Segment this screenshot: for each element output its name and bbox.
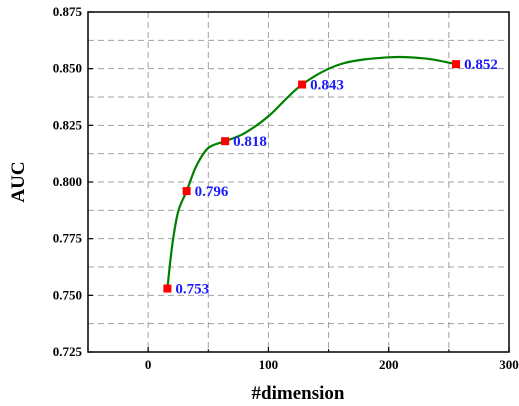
data-point-marker xyxy=(452,60,461,69)
axis-ticks: 0 100 200 300 0.725 0.750 0.775 0.800 0.825 0.850… xyxy=(53,4,519,372)
data-points: 0.753 0.796 0.818 0.843 0.852 xyxy=(163,57,498,298)
data-point-marker xyxy=(221,137,230,146)
data-label: 0.796 xyxy=(195,184,229,200)
y-tick-label: 0.750 xyxy=(53,287,82,302)
data-label: 0.753 xyxy=(175,282,209,298)
data-label: 0.843 xyxy=(310,78,344,94)
data-point-marker xyxy=(163,284,172,293)
x-axis-title: #dimension xyxy=(252,383,345,404)
y-tick-label: 0.775 xyxy=(53,231,83,246)
y-axis-title: AUC xyxy=(8,161,29,202)
y-tick-label: 0.875 xyxy=(53,4,83,19)
data-point-marker xyxy=(182,187,191,196)
series-curve xyxy=(166,55,457,289)
y-tick-label: 0.825 xyxy=(53,117,83,132)
data-point-marker xyxy=(298,80,307,89)
x-tick-label: 200 xyxy=(379,357,399,372)
data-label: 0.818 xyxy=(233,134,267,150)
x-tick-label: 100 xyxy=(259,357,279,372)
x-tick-label: 300 xyxy=(499,357,519,372)
data-label: 0.852 xyxy=(464,57,498,73)
x-tick-label: 0 xyxy=(145,357,152,372)
y-tick-label: 0.850 xyxy=(53,61,82,76)
grid xyxy=(88,12,509,352)
y-tick-label: 0.800 xyxy=(53,174,82,189)
y-tick-label: 0.725 xyxy=(53,344,83,359)
